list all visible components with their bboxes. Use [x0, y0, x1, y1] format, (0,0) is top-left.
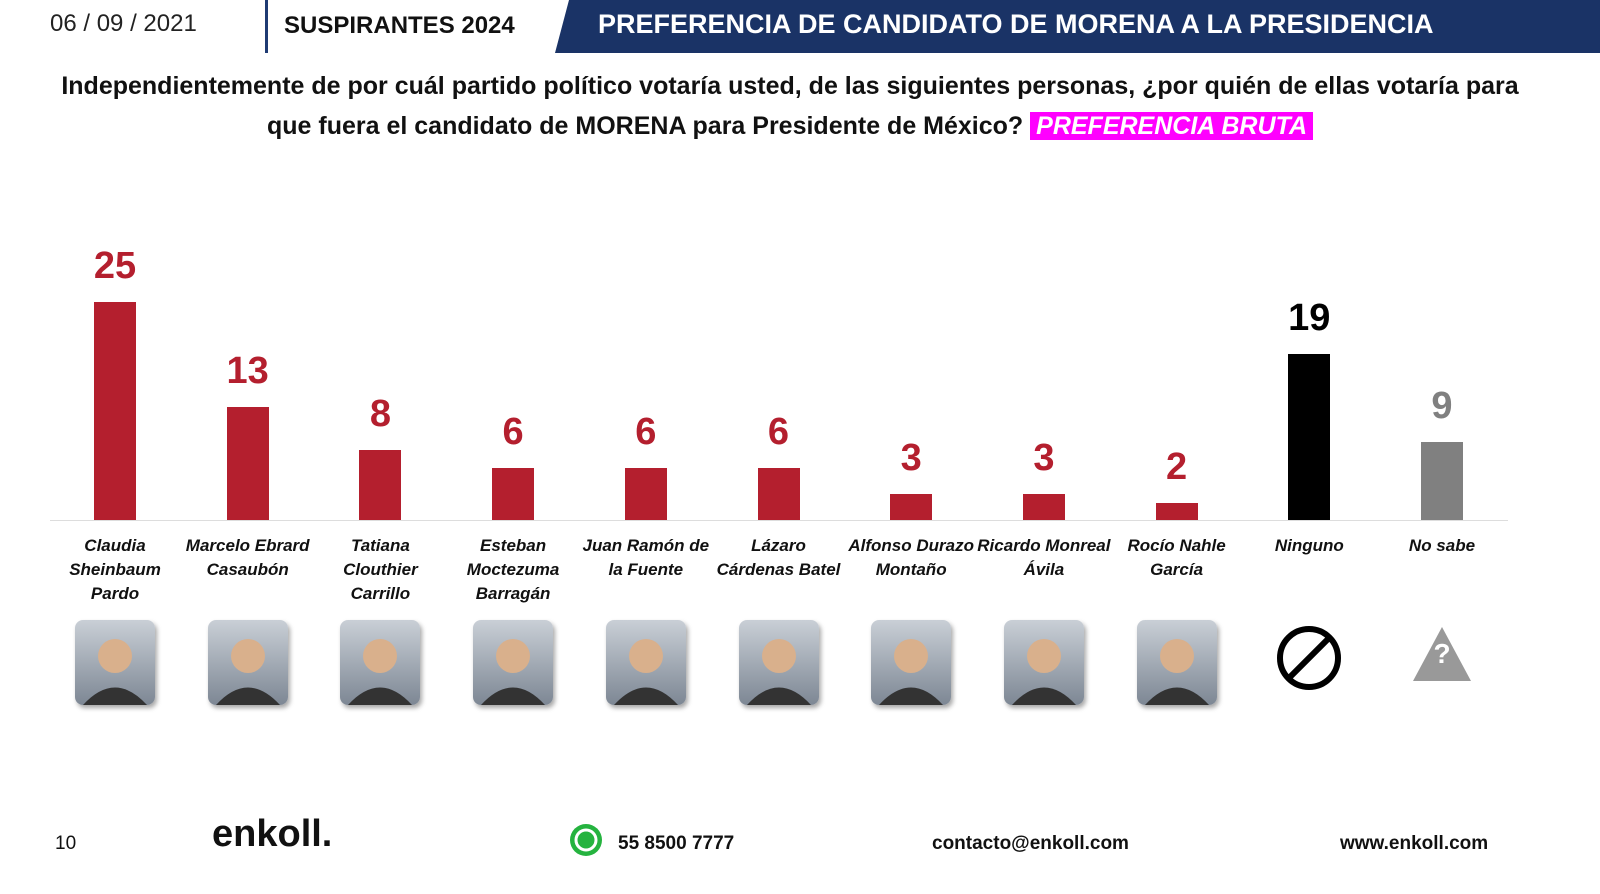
photo — [340, 620, 421, 705]
page-number: 10 — [55, 833, 77, 854]
bar — [757, 467, 800, 520]
face — [83, 639, 147, 705]
category-label: Esteban Moctezuma Barragán — [466, 536, 560, 603]
photo — [738, 620, 819, 705]
ninguno-icon — [1276, 625, 1342, 696]
question: Independientemente de por cuál partido p… — [60, 66, 1520, 146]
face — [1011, 639, 1076, 705]
category-label: No sabe — [1408, 536, 1476, 555]
value-label: 19 — [1288, 297, 1331, 340]
highlight: PREFERENCIA BRUTA — [1030, 112, 1313, 140]
section: SUSPIRANTES 2024 — [284, 12, 515, 39]
face — [215, 639, 280, 705]
bar — [1022, 493, 1065, 520]
face — [1144, 639, 1209, 705]
bar — [1155, 502, 1198, 520]
no-sabe-icon — [1411, 625, 1473, 683]
category-label: Tatiana Clouthier Carrillo — [343, 536, 418, 603]
bar — [94, 302, 136, 520]
face — [613, 639, 678, 705]
value-label: 3 — [1033, 436, 1055, 479]
photo — [1136, 620, 1217, 705]
question-text: Independientemente de por cuál partido p… — [61, 72, 1519, 140]
question-mark: ? — [1433, 638, 1451, 669]
bar — [624, 467, 667, 520]
category-label: Rocío Nahle García — [1127, 536, 1226, 579]
photo — [871, 620, 952, 705]
photo — [473, 620, 554, 705]
banner-title: PREFERENCIA DE CANDIDATO DE MORENA A LA … — [598, 9, 1434, 39]
bar — [492, 467, 535, 520]
value-label: 13 — [226, 349, 269, 392]
value-label: 6 — [635, 410, 657, 453]
email: contacto@enkoll.com — [932, 833, 1129, 854]
value-label: 2 — [1166, 445, 1188, 488]
photo — [1003, 620, 1084, 705]
face — [481, 639, 546, 705]
value-label: 25 — [93, 245, 137, 287]
logo: enkoll. — [212, 813, 333, 855]
baseline — [50, 520, 1508, 521]
banner-bg — [555, 0, 1600, 53]
face — [879, 639, 944, 705]
triangle — [1413, 627, 1471, 681]
category-label: Lázaro Cárdenas Batel — [716, 536, 841, 579]
whatsapp-icon — [570, 824, 602, 856]
category-label: Claudia Sheinbaum Pardo — [69, 536, 161, 603]
category-label: Ricardo Monreal Ávila — [977, 536, 1111, 579]
photo — [207, 620, 288, 705]
value-label: 3 — [900, 436, 922, 479]
face — [746, 639, 811, 705]
category-label: Ninguno — [1274, 536, 1344, 555]
bar — [1288, 354, 1331, 520]
value-label: 9 — [1431, 384, 1453, 427]
no-icon — [1277, 626, 1342, 690]
category-label: Marcelo Ebrard Casaubón — [185, 536, 310, 579]
bar — [890, 493, 933, 520]
website: www.enkoll.com — [1340, 833, 1489, 854]
category-label: Alfonso Durazo Montaño — [848, 536, 974, 579]
date: 06 / 09 / 2021 — [50, 10, 197, 37]
bar — [359, 450, 402, 520]
photo — [605, 620, 686, 705]
phone: 55 8500 7777 — [618, 833, 735, 854]
value-label: 8 — [369, 393, 391, 436]
photo — [75, 620, 155, 705]
bar — [1421, 441, 1463, 520]
bar — [226, 406, 269, 520]
category-label: Juan Ramón de la Fuente — [582, 536, 710, 579]
value-label: 6 — [502, 410, 524, 453]
face — [348, 639, 413, 705]
value-label: 6 — [767, 410, 790, 453]
divider — [265, 0, 268, 53]
